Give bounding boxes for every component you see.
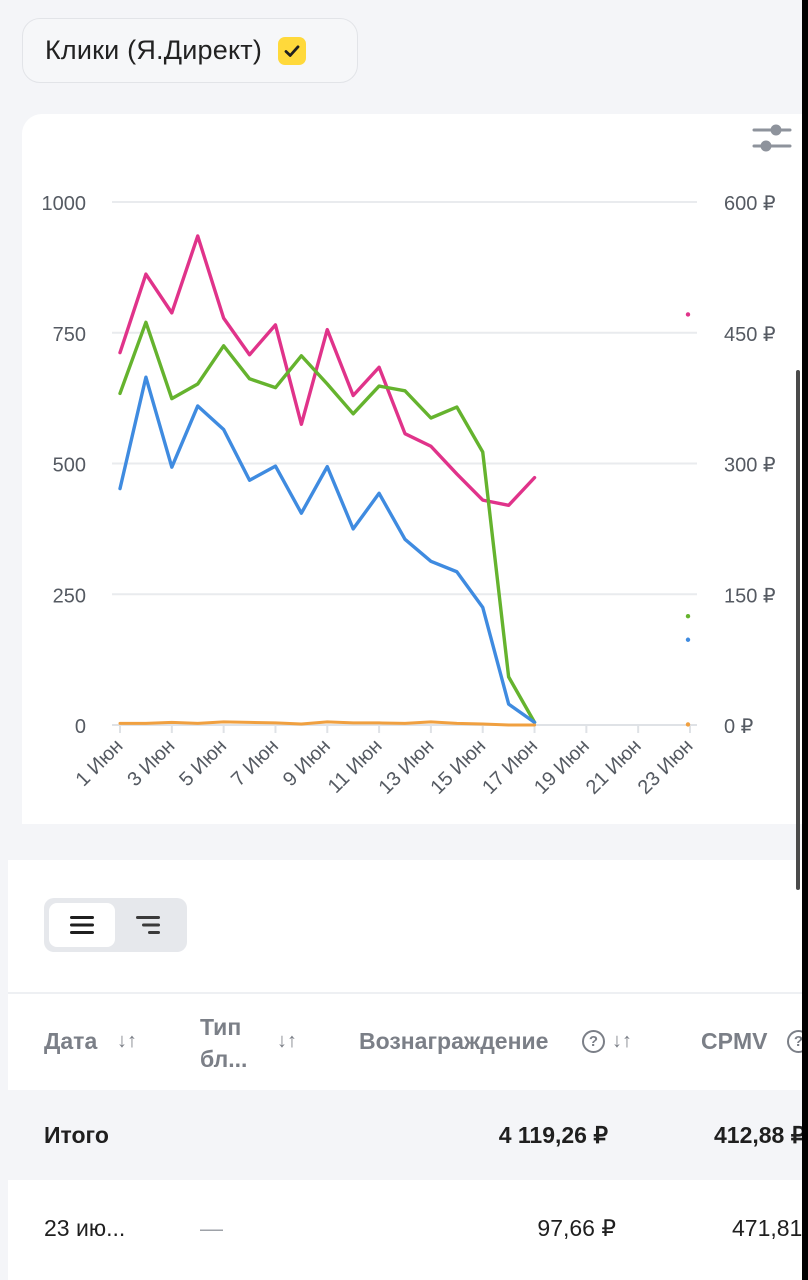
- column-header-cpmv[interactable]: CPMV: [701, 1028, 768, 1054]
- chart-settings-button[interactable]: [752, 118, 792, 158]
- y-left-tick-label: 750: [53, 324, 86, 346]
- series-point: [685, 312, 691, 317]
- column-header-type-line2: бл...: [200, 1046, 248, 1072]
- screen-edge: [802, 0, 808, 1280]
- y-right-tick-label: 300 ₽: [724, 455, 776, 477]
- column-header-reward[interactable]: Вознаграждение: [359, 1028, 549, 1054]
- total-row: [8, 1090, 802, 1180]
- column-header-date[interactable]: Дата: [44, 1028, 98, 1054]
- y-right-tick-label: 150 ₽: [724, 585, 776, 607]
- y-left-tick-label: 1000: [42, 193, 87, 215]
- x-tick-label: 17 Июн: [478, 735, 542, 799]
- chart-card: [22, 114, 802, 824]
- total-reward: 4 119,26 ₽: [498, 1122, 608, 1148]
- series-line: [118, 720, 537, 727]
- indent-list-icon: [136, 916, 160, 934]
- series-point: [685, 637, 691, 642]
- sort-icon[interactable]: ↓↑: [117, 1030, 137, 1052]
- checkbox-checked-icon[interactable]: [278, 36, 307, 65]
- series-point: [685, 722, 691, 727]
- sort-icon[interactable]: ↓↑: [277, 1030, 297, 1052]
- x-tick-label: 5 Июн: [175, 735, 231, 791]
- row-type: —: [200, 1215, 223, 1241]
- column-header-type[interactable]: Тип: [200, 1014, 242, 1040]
- help-icon[interactable]: ?: [582, 1030, 605, 1053]
- scrollbar[interactable]: [796, 370, 800, 890]
- series-line: [118, 320, 537, 725]
- x-tick-label: 19 Июн: [530, 735, 594, 799]
- x-tick-label: 23 Июн: [634, 735, 698, 799]
- y-left-tick-label: 250: [53, 585, 86, 607]
- help-icon[interactable]: ?: [787, 1030, 808, 1053]
- y-left-tick-label: 500: [53, 455, 86, 477]
- x-tick-label: 11 Июн: [324, 735, 387, 798]
- y-right-tick-label: 450 ₽: [724, 324, 776, 346]
- metric-filter-label: Клики (Я.Директ): [45, 35, 263, 65]
- x-tick-label: 3 Июн: [123, 735, 179, 791]
- x-tick-label: 7 Июн: [227, 735, 283, 791]
- view-toggle: [44, 898, 187, 952]
- row-reward: 97,66 ₽: [537, 1215, 616, 1241]
- total-label: Итого: [44, 1122, 109, 1148]
- total-cpmv: 412,88 ₽: [714, 1122, 806, 1148]
- divider: [8, 992, 802, 994]
- x-tick-label: 1 Июн: [72, 735, 128, 791]
- y-right-tick-label: 0 ₽: [724, 716, 754, 738]
- y-left-tick-label: 0: [75, 716, 86, 738]
- metric-filter-chip[interactable]: Клики (Я.Директ): [22, 18, 358, 83]
- list-icon: [70, 916, 94, 934]
- line-chart: 0 0 ₽ 250 150 ₽ 500 300 ₽ 750 450 ₽ 1000 600 ₽ 1 И…: [42, 193, 776, 799]
- series-line: [118, 375, 537, 725]
- sort-icon[interactable]: ↓↑: [612, 1030, 632, 1052]
- x-tick-label: 13 Июн: [375, 735, 439, 799]
- y-right-tick-label: 600 ₽: [724, 193, 776, 215]
- list-view-button[interactable]: [49, 903, 115, 947]
- x-tick-label: 15 Июн: [426, 735, 490, 799]
- tree-view-button[interactable]: [115, 903, 181, 947]
- series-line: [118, 234, 537, 508]
- row-cpmv: 471,81 ₽: [732, 1215, 808, 1241]
- x-tick-label: 21 Июн: [582, 735, 646, 799]
- row-date[interactable]: 23 ию...: [44, 1215, 126, 1241]
- sliders-icon: [752, 124, 792, 152]
- series-point: [685, 614, 691, 619]
